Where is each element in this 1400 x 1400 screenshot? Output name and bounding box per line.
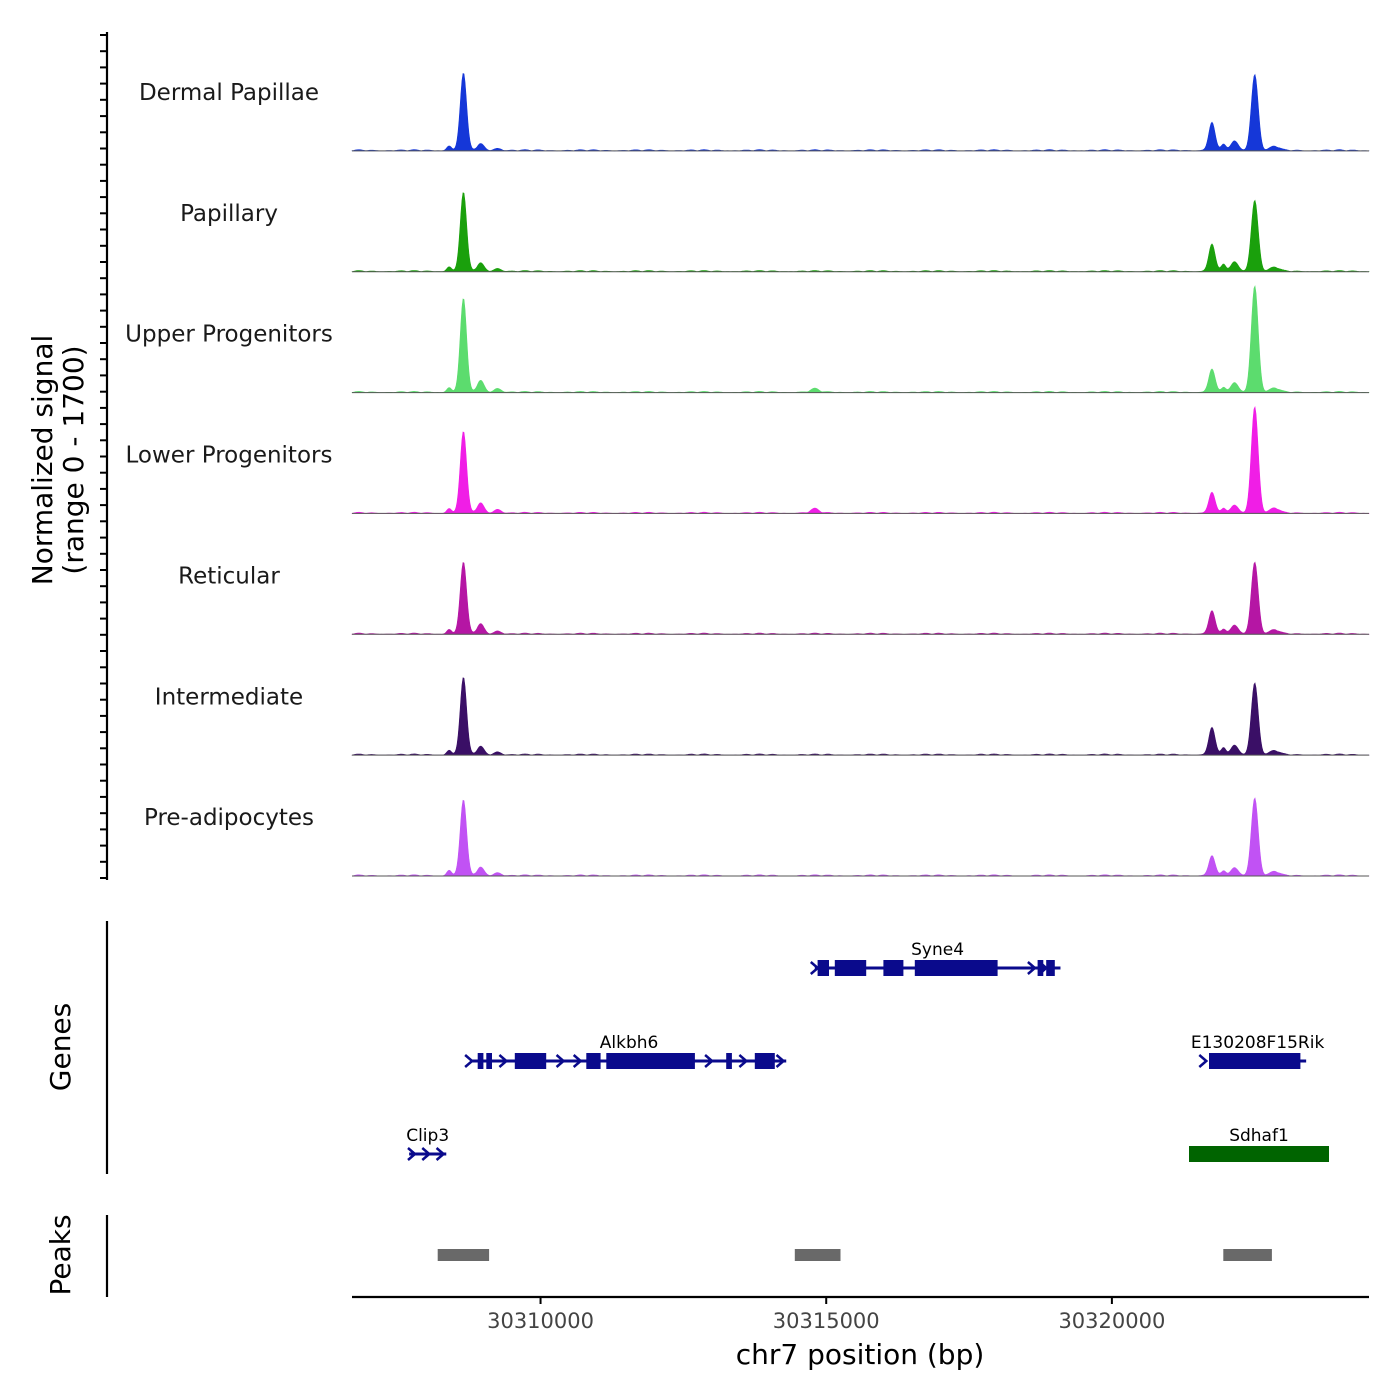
strand-arrow-icon <box>464 1054 475 1068</box>
gene-syne4: Syne4 <box>809 940 1061 976</box>
strand-arrow-icon <box>1198 1054 1209 1068</box>
gene-exon <box>914 960 998 976</box>
axes-layer: 30310000 30315000 30320000 <box>100 32 1369 1333</box>
coverage-area <box>351 73 1370 152</box>
peak-region <box>437 1249 490 1261</box>
gene-alkbh6: Alkbh6 <box>464 1033 787 1069</box>
gene-label: Alkbh6 <box>600 1033 659 1053</box>
gene-exon <box>754 1053 775 1069</box>
track-label: Lower Progenitors <box>126 443 333 469</box>
coverage-tracks: Dermal Papillae Papillary Upper Progenitor… <box>125 73 1370 877</box>
genes-panel-label: Genes <box>44 1003 77 1091</box>
coverage-area <box>351 285 1370 393</box>
x-axis-title: chr7 position (bp) <box>736 1338 985 1371</box>
strand-arrow-icon <box>1038 961 1049 975</box>
gene-label: Sdhaf1 <box>1229 1126 1289 1146</box>
gene-exon <box>606 1053 695 1069</box>
gene-exon <box>477 1053 484 1069</box>
gene-exon <box>486 1053 492 1069</box>
track-label: Upper Progenitors <box>125 322 333 348</box>
track-lower-progenitors: Lower Progenitors <box>126 405 1370 514</box>
track-label: Reticular <box>178 563 280 589</box>
gene-annotation-panel: Syne4 Alkbh6 E130208F15Rik Clip3 Sdhaf1 <box>406 940 1330 1162</box>
gene-exon <box>817 960 829 976</box>
strand-arrow-icon <box>738 1054 749 1068</box>
strand-arrow-icon <box>809 961 820 975</box>
strand-arrow-icon <box>775 1054 786 1068</box>
track-label: Dermal Papillae <box>139 80 319 106</box>
gene-label: E130208F15Rik <box>1191 1033 1325 1053</box>
gene-exon <box>834 960 867 976</box>
strand-arrow-icon <box>704 1054 715 1068</box>
strand-arrow-icon <box>421 1147 432 1161</box>
coverage-area <box>351 797 1370 877</box>
coverage-area <box>351 561 1370 635</box>
strand-arrow-icon <box>407 1147 417 1161</box>
y-axis-title-line1: Normalized signal <box>26 335 59 586</box>
gene-label: Clip3 <box>406 1126 449 1146</box>
strand-arrow-icon <box>1027 961 1037 975</box>
gene-exon <box>1046 960 1055 976</box>
strand-arrow-icon <box>498 1054 509 1068</box>
x-tick-label: 30310000 <box>487 1309 594 1333</box>
coverage-area <box>351 192 1370 273</box>
gene-clip3: Clip3 <box>406 1126 449 1161</box>
gene-exon <box>883 960 904 976</box>
peak-region <box>1223 1249 1272 1261</box>
gene-exon <box>1037 960 1044 976</box>
coverage-area <box>351 677 1370 756</box>
peaks-panel <box>437 1249 1272 1261</box>
track-pre-adipocytes: Pre-adipocytes <box>144 797 1370 877</box>
gene-sdhaf1: Sdhaf1 <box>1189 1126 1330 1162</box>
strand-arrow-icon <box>435 1147 446 1161</box>
track-label: Papillary <box>180 201 278 227</box>
strand-arrow-icon <box>555 1054 566 1068</box>
track-label: Intermediate <box>155 684 303 710</box>
gene-exon <box>1189 1146 1329 1162</box>
peak-region <box>794 1249 841 1261</box>
strand-arrow-icon <box>572 1054 583 1068</box>
coverage-area <box>351 405 1370 514</box>
peaks-panel-label: Peaks <box>44 1214 77 1295</box>
gene-exon <box>586 1053 601 1069</box>
track-papillary: Papillary <box>180 192 1370 273</box>
track-reticular: Reticular <box>178 561 1370 635</box>
gene-exon <box>514 1053 547 1069</box>
x-tick-label: 30315000 <box>773 1309 880 1333</box>
axis-labels: Normalized signal (range 0 - 1700) Genes… <box>26 335 984 1371</box>
gene-exon <box>726 1053 732 1069</box>
gene-label: Syne4 <box>911 940 964 960</box>
gene-exon <box>1209 1053 1301 1069</box>
x-tick-label: 30320000 <box>1058 1309 1165 1333</box>
gene-e130208f15rik: E130208F15Rik <box>1191 1033 1325 1069</box>
track-upper-progenitors: Upper Progenitors <box>125 285 1370 394</box>
track-dermal-papillae: Dermal Papillae <box>139 73 1370 152</box>
track-label: Pre-adipocytes <box>144 805 314 831</box>
y-axis-title-line2: (range 0 - 1700) <box>57 345 90 574</box>
track-intermediate: Intermediate <box>155 677 1370 756</box>
